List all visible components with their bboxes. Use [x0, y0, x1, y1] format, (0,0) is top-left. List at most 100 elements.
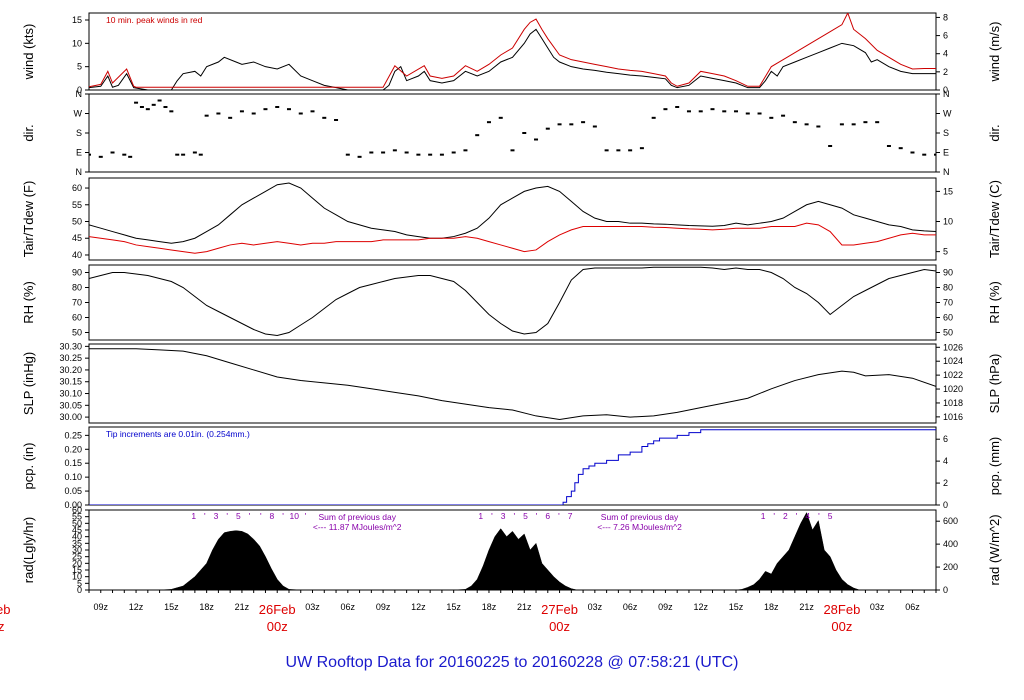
direction-dot [651, 116, 656, 119]
direction-dot [463, 149, 468, 152]
right-tick-label: 0 [943, 585, 948, 595]
solar-hour-mark: ' [282, 511, 284, 521]
direction-dot [181, 153, 186, 156]
x-tick-label: 12z [129, 602, 144, 612]
direction-dot [298, 112, 303, 115]
direction-dot [675, 106, 680, 108]
series-group [159, 512, 860, 590]
y-axis-label-right: Tair/Tdew (C) [987, 180, 1002, 258]
y-axis-label-right: dir. [987, 124, 1002, 141]
left-tick-label: 55 [72, 200, 82, 210]
x-tick-label: 15z [446, 602, 461, 612]
solar-hour-mark: ' [260, 511, 262, 521]
left-tick-label: N [76, 167, 83, 177]
direction-dot [98, 155, 103, 158]
left-tick-label: 0 [77, 85, 82, 95]
solar-hour-mark: 1 [478, 511, 483, 521]
direction-dot [404, 151, 409, 154]
direction-dot [357, 155, 362, 158]
x-tick-label: 06z [623, 602, 638, 612]
left-tick-label: 20 [72, 558, 82, 568]
panel-pcp: 0.00 0.05 0.10 0.15 0.20 0.25 0 2 4 6 pcp. (in) pcp… [21, 426, 1002, 510]
left-tick-label: 30.25 [59, 353, 82, 363]
left-tick-label: 30.20 [59, 365, 82, 375]
left-tick-label: 60 [72, 505, 82, 515]
right-tick-label: 90 [943, 268, 953, 278]
day-label: 27Feb [541, 602, 578, 617]
right-tick-label: 6 [943, 434, 948, 444]
direction-dot [639, 147, 644, 150]
direction-dot [163, 106, 168, 108]
left-tick-label: 50 [72, 217, 82, 227]
solar-hour-mark: ' [305, 511, 307, 521]
direction-dot [545, 127, 550, 130]
left-tick-label: 30.30 [59, 341, 82, 351]
solar-hour-mark: ' [796, 511, 798, 521]
day-label: 28Feb [823, 602, 860, 617]
direction-dot [204, 114, 209, 117]
direction-dot [192, 151, 197, 154]
day-sum-label: Sum of previous day [318, 512, 396, 522]
right-tick-label: 0 [943, 85, 948, 95]
panel-frame [88, 343, 937, 424]
direction-dot [922, 153, 927, 156]
x-axis: 09z 12z 15z 18z 21z 03z 06z 09z 12z 15z 18z 21z 03z 0… [0, 590, 937, 634]
panel-wind: 0 5 10 15 0 2 4 6 8 wind (kts) wind (m/s) 10 min. p… [21, 12, 1002, 95]
solar-hour-mark: 1 [191, 511, 196, 521]
left-tick-label: 10 [72, 572, 82, 582]
left-tick-label: 15 [72, 565, 82, 575]
direction-dot [722, 110, 727, 113]
left-tick-label: 0.20 [64, 444, 82, 454]
left-tick-label: 0.15 [64, 458, 82, 468]
direction-dot [334, 119, 339, 121]
solar-hour-mark: ' [249, 511, 251, 521]
direction-dot [581, 121, 586, 124]
left-tick-label: 90 [72, 268, 82, 278]
direction-dot [428, 153, 433, 156]
left-tick-label: 15 [72, 15, 82, 25]
right-tick-label: W [943, 109, 952, 119]
solar-hour-mark: ' [513, 511, 515, 521]
left-tick-label: 45 [72, 233, 82, 243]
series-group [89, 182, 936, 254]
solar-hour-mark: 6 [545, 511, 550, 521]
direction-dot [628, 149, 633, 152]
solar-hour-mark: 5 [523, 511, 528, 521]
left-tick-label: 25 [72, 552, 82, 562]
right-tick-label: 4 [943, 49, 948, 59]
solar-hour-mark: 4 [805, 511, 810, 521]
solar-hour-mark: 3 [214, 511, 219, 521]
day-sum-label: Sum of previous day [601, 512, 679, 522]
x-tick-label: 21z [517, 602, 532, 612]
right-tick-label: N [943, 89, 950, 99]
x-tick-label: 18z [482, 602, 497, 612]
left-tick-label: 10 [72, 38, 82, 48]
direction-dot [616, 149, 621, 152]
y-axis-label-left: Tair/Tdew (F) [21, 181, 36, 258]
right-tick-label: 200 [943, 562, 958, 572]
x-tick-label: 09z [658, 602, 673, 612]
right-tick-label: 60 [943, 313, 953, 323]
direction-dot [392, 149, 397, 152]
direction-dot [128, 155, 133, 158]
right-tick-label: 1020 [943, 384, 963, 394]
right-tick-label: 80 [943, 283, 953, 293]
direction-dot [251, 112, 256, 115]
tair-line [89, 182, 936, 244]
direction-dot [286, 108, 291, 111]
x-tick-label: 12z [693, 602, 708, 612]
day-sum-value: <--- 7.26 MJoules/m^2 [597, 522, 682, 532]
x-tick-label: 06z [905, 602, 920, 612]
direction-dot [416, 153, 421, 156]
direction-dot [345, 153, 350, 156]
right-tick-label: N [943, 167, 950, 177]
direction-dot [710, 108, 715, 111]
solar-hour-mark: 2 [783, 511, 788, 521]
direction-dot [439, 153, 444, 156]
y-axis-label-left: pcp. (in) [21, 443, 36, 490]
y-axis-label-left: wind (kts) [21, 24, 36, 81]
direction-dot [851, 123, 856, 126]
direction-dot [839, 123, 844, 126]
10-min-peak-line [89, 13, 936, 88]
